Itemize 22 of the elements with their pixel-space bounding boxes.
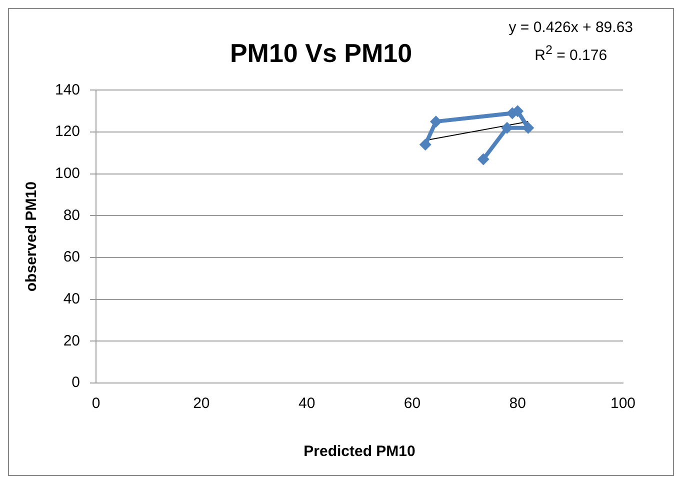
y-tick-label: 100	[54, 165, 80, 182]
y-tick-label: 0	[72, 374, 80, 392]
x-tick-label: 100	[610, 395, 636, 412]
x-tick-label: 80	[509, 395, 526, 412]
y-tick-label: 60	[63, 248, 80, 266]
y-tick-label: 40	[63, 290, 80, 308]
chart-title: PM10 Vs PM10	[230, 38, 412, 68]
y-tick-label: 140	[54, 81, 80, 98]
x-tick-label: 20	[193, 395, 210, 412]
x-tick-label: 0	[92, 395, 100, 412]
y-tick-label: 120	[54, 123, 80, 140]
point	[419, 138, 432, 151]
y-tick-label: 20	[63, 332, 80, 350]
text: R$^{2}$ = 0.176	[534, 42, 608, 66]
x-tick-label: 40	[298, 395, 316, 412]
point	[430, 116, 442, 128]
y-tick-label: 80	[63, 206, 80, 224]
x-axis-title: Predicted PM10	[304, 443, 416, 460]
x-tick-label: 60	[404, 395, 421, 412]
text: y = 0.426x + 89.63	[508, 18, 633, 38]
y-axis-title: observed PM10	[23, 182, 40, 292]
point	[477, 153, 490, 166]
